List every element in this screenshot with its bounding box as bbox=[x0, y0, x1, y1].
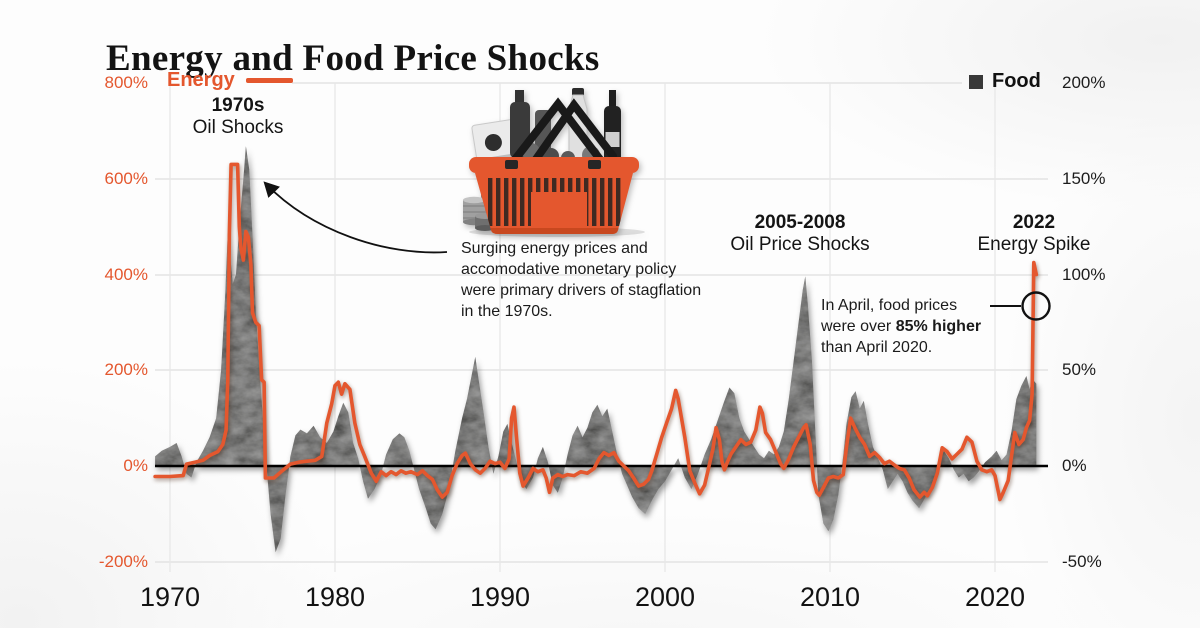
right-axis-tick: 0% bbox=[1062, 456, 1087, 475]
energy-line-swatch-icon bbox=[245, 78, 293, 83]
right-axis-tick: 50% bbox=[1062, 360, 1097, 379]
left-axis-tick: 400% bbox=[104, 265, 148, 284]
right-axis-tick: 150% bbox=[1062, 169, 1106, 188]
left-axis-tick: 800% bbox=[104, 73, 148, 92]
annotation-2022: 2022 Energy Spike bbox=[977, 212, 1090, 256]
left-axis-tick: 0% bbox=[123, 456, 148, 475]
annotation-2005-year: 2005-2008 bbox=[754, 212, 846, 233]
page-title: Energy and Food Price Shocks bbox=[106, 37, 600, 79]
left-axis-tick: -200% bbox=[98, 552, 148, 571]
april-note-bold: 85% higher bbox=[895, 318, 982, 335]
annotation-2022-label: Energy Spike bbox=[977, 234, 1091, 255]
annotation-2005-label: Oil Price Shocks bbox=[730, 234, 870, 255]
legend-energy-label: Energy bbox=[167, 69, 235, 91]
legend-food-label: Food bbox=[992, 70, 1041, 92]
right-axis-tick: -50% bbox=[1062, 552, 1102, 571]
energy-line-series bbox=[153, 162, 1039, 502]
annotation-1970s: 1970s Oil Shocks bbox=[193, 95, 284, 139]
grocery-basket-illustration bbox=[463, 88, 645, 237]
legend-food: Food bbox=[969, 70, 1041, 93]
x-axis-tick: 1980 bbox=[304, 582, 366, 612]
annotation-2022-year: 2022 bbox=[1012, 212, 1056, 233]
left-axis-tick: 200% bbox=[104, 360, 148, 379]
stagflation-note: Surging energy prices and accomodative m… bbox=[461, 240, 702, 320]
food-area-series bbox=[155, 146, 1037, 553]
annotation-arrow bbox=[263, 181, 448, 254]
x-axis-tick: 2020 bbox=[964, 582, 1026, 612]
basket-handles-icon bbox=[509, 97, 617, 166]
legend-energy: Energy bbox=[167, 69, 293, 92]
annotation-2005-2008: 2005-2008 Oil Price Shocks bbox=[730, 212, 869, 256]
right-axis-tick: 100% bbox=[1062, 265, 1106, 284]
x-axis-tick: 2010 bbox=[799, 582, 861, 612]
annotation-1970s-label: Oil Shocks bbox=[192, 117, 284, 138]
x-axis-tick: 1990 bbox=[469, 582, 531, 612]
x-axis-tick: 1970 bbox=[139, 582, 201, 612]
x-axis-tick: 2000 bbox=[634, 582, 696, 612]
food-square-swatch-icon bbox=[969, 74, 983, 89]
april-food-note: In April, food prices were over 85% high… bbox=[821, 295, 995, 358]
spike-highlight-circle bbox=[1021, 291, 1051, 321]
right-axis-tick: 200% bbox=[1062, 73, 1106, 92]
april-note-text-2: than April 2020. bbox=[821, 339, 933, 356]
left-axis-tick: 600% bbox=[104, 169, 148, 188]
april-note-text-1: In April, food prices were over bbox=[821, 297, 958, 335]
basket-body-icon bbox=[469, 157, 639, 234]
annotation-1970s-year: 1970s bbox=[211, 95, 265, 116]
